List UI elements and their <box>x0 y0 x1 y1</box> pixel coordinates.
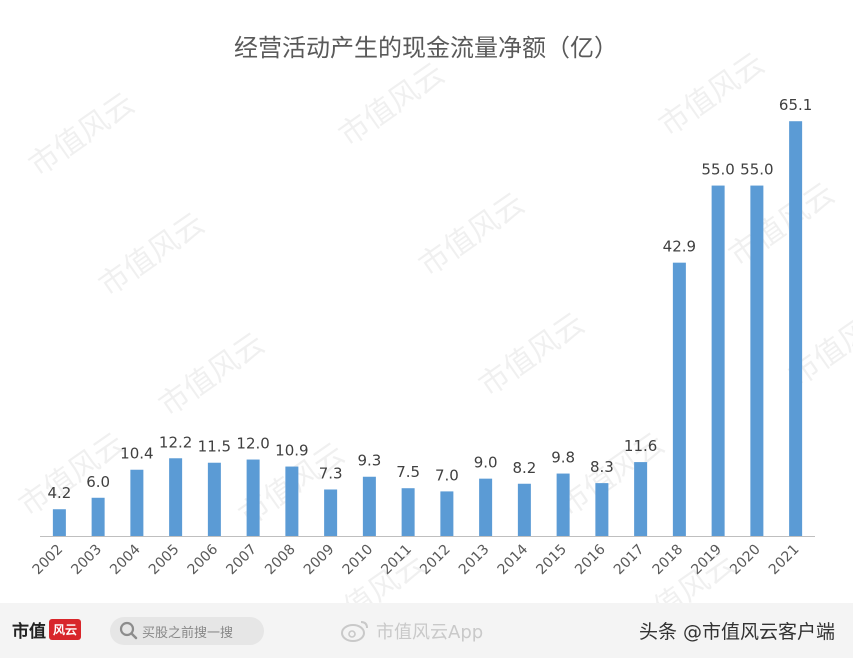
value-label-2021: 65.1 <box>779 96 812 114</box>
bar-2020 <box>750 185 764 537</box>
logo-text: 市值 <box>12 622 46 642</box>
x-tick-label-2006: 2006 <box>185 541 222 578</box>
x-tick-label-2017: 2017 <box>611 542 648 579</box>
bar-2018 <box>672 262 686 536</box>
value-label-2012: 7.0 <box>435 466 459 484</box>
bar-2005 <box>169 458 183 536</box>
bar-2010 <box>362 476 376 536</box>
bar-2015 <box>556 473 570 536</box>
x-tick-label-2020: 2020 <box>727 542 764 579</box>
weibo-account[interactable]: 市值风云App <box>340 618 483 644</box>
bar-2017 <box>634 462 648 536</box>
brand-logo[interactable]: 市值 风云 <box>12 617 82 642</box>
bar-2004 <box>130 469 144 536</box>
value-label-2008: 10.9 <box>275 442 308 460</box>
search-box[interactable]: 买股之前搜一搜 <box>110 617 264 645</box>
value-label-2004: 10.4 <box>120 445 153 463</box>
value-label-2019: 55.0 <box>701 161 734 179</box>
search-icon <box>119 621 138 640</box>
bar-2003 <box>91 497 105 536</box>
logo-mark: 风云 <box>49 619 82 640</box>
x-tick-label-2010: 2010 <box>340 542 377 579</box>
x-tick-label-2019: 2019 <box>688 542 725 579</box>
bar-2014 <box>517 483 531 536</box>
bar-2008 <box>285 466 299 536</box>
toutiao-account[interactable]: 头条 @市值风云客户端 <box>638 621 835 643</box>
chart-title: 经营活动产生的现金流量净额（亿） <box>234 34 618 62</box>
x-tick-label-2016: 2016 <box>572 541 609 578</box>
search-placeholder: 买股之前搜一搜 <box>142 625 234 641</box>
x-tick-label-2002: 2002 <box>30 542 67 579</box>
bar-2016 <box>595 483 609 536</box>
x-tick-label-2011: 2011 <box>378 542 415 579</box>
bar-2012 <box>440 491 454 536</box>
x-tick-label-2003: 2003 <box>68 542 105 579</box>
value-label-2010: 9.3 <box>357 452 381 470</box>
bar-2011 <box>401 488 415 536</box>
value-label-2009: 7.3 <box>319 464 343 482</box>
bars-layer <box>52 121 803 537</box>
x-tick-label-2015: 2015 <box>533 542 570 579</box>
bar-2021 <box>789 121 803 536</box>
footer-bar: 市值 风云 买股之前搜一搜 市值风云App 头条 @市值风云客户端 <box>0 603 853 658</box>
bar-2013 <box>479 478 493 536</box>
bar-2002 <box>52 509 66 536</box>
weibo-icon <box>341 621 368 642</box>
value-label-2002: 4.2 <box>47 484 71 502</box>
chart-area: 市值风云 市值风云 市值风云 市值风云 市值风云 市值风云 市值风云 市值风云 市值风云 市值风云… <box>12 34 853 644</box>
x-tick-label-2009: 2009 <box>301 542 338 579</box>
bar-chart: 经营活动产生的现金流量净额（亿） 4.2 6.0 10.4 12.2 11.5 12.0 1… <box>30 34 815 578</box>
value-label-2003: 6.0 <box>86 473 110 491</box>
x-tick-labels-layer: 2002 2003 2004 2005 2006 2007 2008 2009 2010 2011… <box>30 541 803 578</box>
x-tick-label-2013: 2013 <box>456 542 493 579</box>
x-tick-label-2005: 2005 <box>146 542 183 579</box>
value-label-2016: 8.3 <box>590 458 614 476</box>
bar-2009 <box>324 489 338 536</box>
bar-2007 <box>246 459 260 536</box>
value-labels-layer: 4.2 6.0 10.4 12.2 11.5 12.0 10.9 7.3 9.3 7.5 7.0 9.… <box>47 96 812 502</box>
bar-2019 <box>711 185 725 537</box>
x-tick-label-2012: 2012 <box>417 542 454 579</box>
value-label-2011: 7.5 <box>396 463 420 481</box>
x-tick-label-2014: 2014 <box>495 541 532 578</box>
value-label-2018: 42.9 <box>663 238 696 256</box>
bar-2006 <box>207 462 221 536</box>
value-label-2017: 11.6 <box>624 437 657 455</box>
x-tick-label-2007: 2007 <box>223 542 260 579</box>
value-label-2006: 11.5 <box>198 438 231 456</box>
x-tick-label-2004: 2004 <box>107 541 144 578</box>
x-tick-label-2018: 2018 <box>650 542 687 579</box>
value-label-2015: 9.8 <box>551 449 575 467</box>
weibo-text: 市值风云App <box>376 622 484 643</box>
x-tick-label-2021: 2021 <box>766 542 803 579</box>
value-label-2005: 12.2 <box>159 433 192 451</box>
x-tick-label-2008: 2008 <box>262 542 299 579</box>
value-label-2007: 12.0 <box>236 435 269 453</box>
value-label-2020: 55.0 <box>740 161 773 179</box>
value-label-2013: 9.0 <box>474 454 498 472</box>
value-label-2014: 8.2 <box>512 459 536 477</box>
